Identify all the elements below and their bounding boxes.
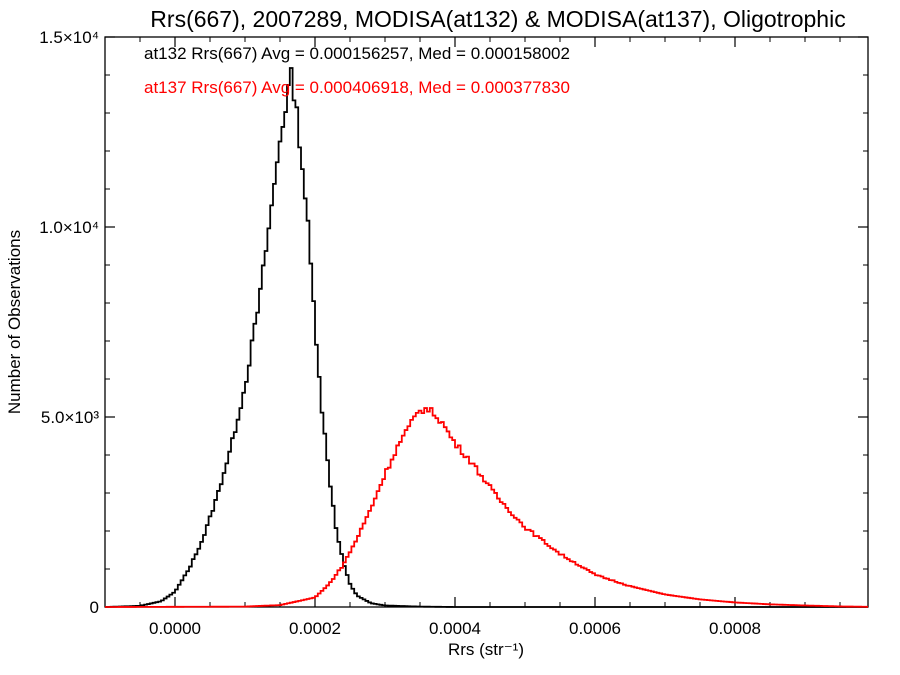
y-tick-label: 5.0×10³ (41, 408, 99, 427)
plot-frame (104, 36, 869, 608)
chart-title: Rrs(667), 2007289, MODISA(at132) & MODIS… (150, 6, 845, 32)
x-tick-label: 0.0002 (289, 619, 341, 638)
series-line-0 (105, 67, 868, 608)
x-tick-label: 0.0006 (569, 619, 621, 638)
y-tick-label: 1.5×10⁴ (39, 28, 99, 47)
y-tick-label: 0 (90, 598, 99, 617)
series-line-1 (105, 407, 868, 608)
x-tick-label: 0.0008 (709, 619, 761, 638)
axis-ticks: 0.0000 0.0002 0.0004 0.0006 0.0008 0 5.0×10³ 1.… (39, 28, 868, 638)
annotation-at132: at132 Rrs(667) Avg = 0.000156257, Med = … (144, 44, 570, 63)
y-axis-label: Number of Observations (5, 230, 24, 414)
x-axis-label: Rrs (str⁻¹) (448, 640, 524, 659)
x-tick-label: 0.0004 (429, 619, 481, 638)
annotation-at137: at137 Rrs(667) Avg = 0.000406918, Med = … (144, 78, 570, 97)
x-tick-label: 0.0000 (149, 619, 201, 638)
series-layer (105, 67, 868, 608)
y-tick-label: 1.0×10⁴ (39, 218, 99, 237)
